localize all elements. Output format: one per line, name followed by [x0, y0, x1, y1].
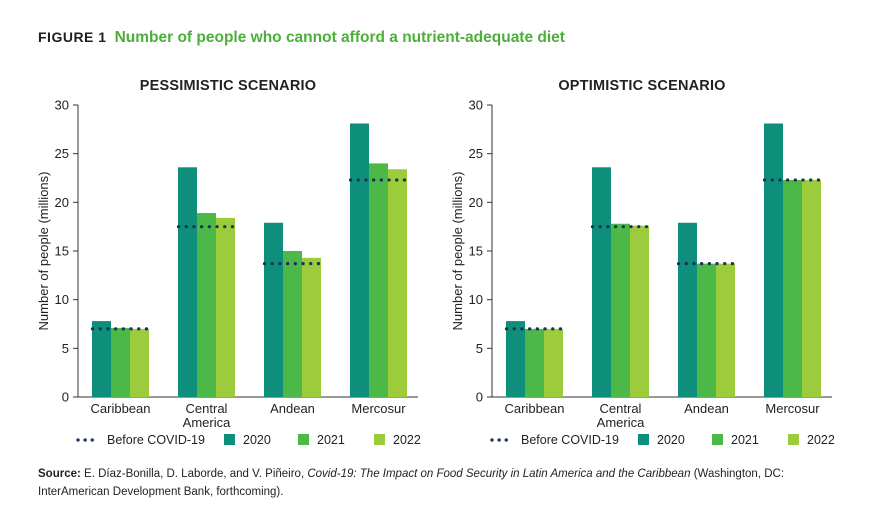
y-axis-label: Number of people (millions) [36, 172, 51, 331]
figure-label: FIGURE 1 [38, 29, 107, 45]
legend-label-2022: 2022 [807, 433, 835, 447]
legend-label-2021: 2021 [731, 433, 759, 447]
legend: Before COVID-19 2020 2021 2022 [490, 433, 835, 447]
y-tick-label: 25 [55, 146, 69, 161]
source-authors: E. Díaz-Bonilla, D. Laborde, and V. Piñe… [84, 468, 305, 480]
y-tick-label: 20 [469, 195, 483, 210]
y-tick-label: 15 [55, 244, 69, 259]
y-axis-label: Number of people (millions) [450, 172, 465, 331]
legend-swatch-2020 [224, 434, 235, 445]
bar-2020-central-america [178, 167, 197, 397]
bar-2021-central-america [611, 223, 630, 397]
category-label: Andean [270, 401, 315, 416]
charts-canvas: PESSIMISTIC SCENARIO Number of people (mi… [36, 78, 835, 447]
category-label-line: Caribbean [91, 401, 151, 416]
y-tick-label: 25 [469, 146, 483, 161]
category-label: Central America [597, 401, 645, 430]
source-publisher: (Washington, DC: InterAmerican Developme… [38, 468, 785, 498]
legend-label-2020: 2020 [243, 433, 271, 447]
bar-2020-central-america [592, 167, 611, 397]
bar-2021-andean [283, 251, 302, 397]
y-tick-label: 5 [476, 341, 483, 356]
y-tick-label: 0 [62, 390, 69, 405]
chart-panel-2: OPTIMISTIC SCENARIO Number of people (mil… [450, 78, 835, 447]
bar-2022-central-america [630, 225, 649, 397]
category-label: Mercosur [351, 401, 406, 416]
bar-2020-andean [678, 222, 697, 397]
legend-swatch-2022 [788, 434, 799, 445]
bar-2022-andean [302, 257, 321, 397]
y-tick-label: 10 [55, 292, 69, 307]
category-label: Central America [183, 401, 231, 430]
category-label-line: Central [600, 401, 642, 416]
category-label: Andean [684, 401, 729, 416]
category-label-line: Andean [270, 401, 315, 416]
bar-2022-central-america [216, 217, 235, 397]
chart-panel-1: PESSIMISTIC SCENARIO Number of people (mi… [36, 78, 421, 447]
category-label-line: Mercosur [765, 401, 820, 416]
bar-2022-mercosur [802, 179, 821, 397]
bar-2020-caribbean [92, 321, 111, 397]
y-tick-label: 0 [476, 390, 483, 405]
panel-title: OPTIMISTIC SCENARIO [558, 78, 725, 94]
bar-2021-andean [697, 263, 716, 397]
category-label-line: America [597, 415, 645, 430]
legend-label-2022: 2022 [393, 433, 421, 447]
legend-before-covid-label: Before COVID-19 [107, 433, 205, 447]
legend-swatch-2021 [712, 434, 723, 445]
figure-title: Number of people who cannot afford a nut… [114, 29, 565, 46]
legend-swatch-2022 [374, 434, 385, 445]
category-label-line: Central [186, 401, 228, 416]
y-tick-label: 15 [469, 244, 483, 259]
category-label-line: Mercosur [351, 401, 406, 416]
bar-2021-central-america [197, 213, 216, 397]
legend-swatch-2021 [298, 434, 309, 445]
category-label-line: Caribbean [505, 401, 565, 416]
source-label: Source: [38, 468, 81, 480]
bar-2021-caribbean [111, 327, 130, 397]
figure-heading: FIGURE 1 Number of people who cannot affo… [38, 29, 565, 47]
bar-2020-mercosur [350, 123, 369, 397]
bar-2021-mercosur [369, 163, 388, 397]
legend-swatch-2020 [638, 434, 649, 445]
y-tick-label: 5 [62, 341, 69, 356]
y-tick-label: 10 [469, 292, 483, 307]
y-tick-label: 30 [55, 98, 69, 113]
bar-2022-mercosur [388, 169, 407, 397]
category-label: Caribbean [505, 401, 565, 416]
category-label-line: America [183, 415, 231, 430]
bar-2021-caribbean [525, 328, 544, 397]
panel-title: PESSIMISTIC SCENARIO [140, 78, 316, 94]
source-work-title: Covid-19: The Impact on Food Security in… [307, 468, 691, 480]
category-label: Caribbean [91, 401, 151, 416]
legend: Before COVID-19 2020 2021 2022 [76, 433, 421, 447]
category-label-line: Andean [684, 401, 729, 416]
bar-2022-andean [716, 263, 735, 397]
bar-2020-mercosur [764, 123, 783, 397]
bar-2022-caribbean [130, 328, 149, 397]
y-tick-label: 30 [469, 98, 483, 113]
bar-2020-andean [264, 222, 283, 397]
legend-label-2020: 2020 [657, 433, 685, 447]
source-note: Source: E. Díaz-Bonilla, D. Laborde, and… [38, 465, 838, 501]
legend-before-covid-label: Before COVID-19 [521, 433, 619, 447]
y-tick-label: 20 [55, 195, 69, 210]
category-label: Mercosur [765, 401, 820, 416]
bar-2020-caribbean [506, 321, 525, 397]
legend-label-2021: 2021 [317, 433, 345, 447]
bar-2021-mercosur [783, 179, 802, 397]
bar-2022-caribbean [544, 328, 563, 397]
